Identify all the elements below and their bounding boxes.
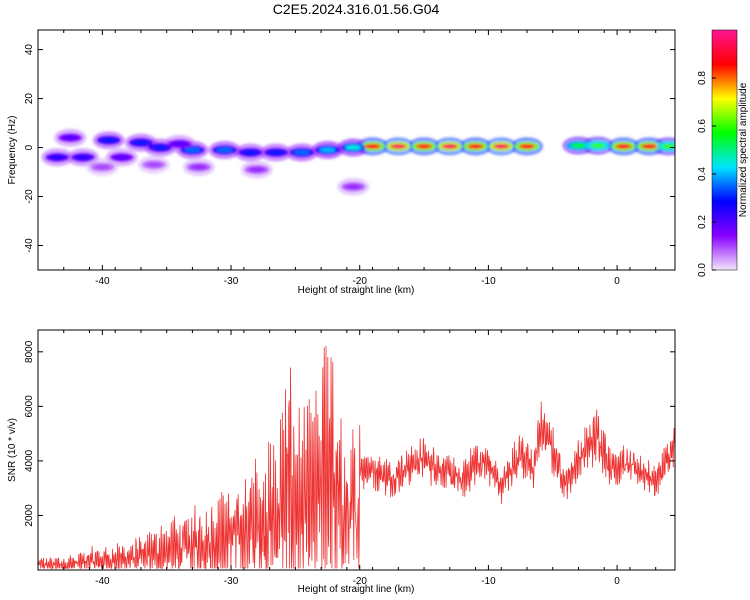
snr-x-axis-label: Height of straight line (km) [298, 584, 415, 595]
y-tick-label: -20 [24, 189, 35, 204]
y-tick-label: 20 [24, 93, 35, 105]
y-tick-label: 6000 [24, 395, 35, 418]
spectrogram-core [75, 154, 92, 160]
x-tick-label: -10 [481, 276, 496, 287]
spectrogram-core [49, 154, 66, 160]
colorbar: 0.0 0.2 0.4 0.6 0.8 Normalized spectral ampl… [697, 29, 749, 277]
y-tick-label: 4000 [24, 449, 35, 472]
spectrogram-y-axis-label: Frequency (Hz) [7, 116, 18, 185]
colorbar-ticks: 0.0 0.2 0.4 0.6 0.8 [697, 71, 716, 277]
x-tick-label: 0 [614, 576, 620, 587]
spectrogram-core [293, 149, 310, 155]
x-tick-label: -10 [481, 576, 496, 587]
snr-frame [37, 329, 676, 571]
spectrogram-core [171, 141, 188, 147]
spectrogram-core [519, 143, 536, 149]
spectrogram-x-ticks: -40 -30 -20 -10 0 [37, 30, 657, 287]
spectrogram-x-axis-label: Height of straight line (km) [298, 285, 415, 296]
spectrogram-core [345, 184, 362, 190]
spectrogram-marks [41, 128, 675, 196]
y-tick-label: 8000 [24, 340, 35, 363]
y-tick-label: -40 [24, 238, 35, 253]
spectrogram-core [113, 154, 130, 160]
spectrogram-core [132, 140, 149, 146]
spectrogram-core [100, 137, 117, 143]
spectrogram-core [190, 164, 207, 170]
colorbar-bar [711, 29, 738, 271]
x-tick-label: -20 [352, 576, 367, 587]
spectrogram-core [345, 145, 362, 151]
spectrogram-core [589, 143, 606, 149]
snr-x-ticks: -40 -30 -20 -10 0 [37, 330, 657, 587]
spectrogram-core [268, 149, 285, 155]
colorbar-label: Normalized spectral amplitude [738, 82, 749, 217]
spectrogram-y-ticks: -40 -20 0 20 40 [24, 44, 675, 253]
spectrogram-core [390, 143, 407, 149]
spectrogram-core [416, 143, 433, 149]
spectrogram-core [184, 147, 201, 153]
snr-y-ticks: 2000 4000 6000 8000 [24, 340, 675, 527]
x-tick-label: -30 [224, 276, 239, 287]
colorbar-tick-label: 0.4 [697, 167, 708, 181]
spectrogram-core [467, 143, 484, 149]
colorbar-tick-label: 0.8 [697, 71, 708, 85]
spectrogram-core [94, 164, 111, 170]
snr-y-axis-label: SNR (10 * v/v) [7, 418, 18, 482]
colorbar-tick-label: 0.0 [697, 263, 708, 277]
y-tick-label: 2000 [24, 504, 35, 527]
spectrogram-core [660, 143, 675, 149]
spectrogram-core [441, 143, 458, 149]
colorbar-tick-label: 0.2 [697, 215, 708, 229]
colorbar-tick-label: 0.6 [697, 119, 708, 133]
spectrogram-core [641, 143, 658, 149]
spectrogram-core [62, 135, 79, 141]
y-tick-label: 0 [24, 144, 35, 150]
snr-panel: -40 -30 -20 -10 0 2000 4000 6000 8000 Height of… [7, 329, 676, 595]
snr-series-line [38, 345, 675, 570]
spectrogram-core [152, 145, 169, 151]
spectrogram-core [615, 143, 632, 149]
x-tick-label: -20 [352, 276, 367, 287]
spectrogram-core [319, 147, 336, 153]
spectrogram-core [242, 149, 259, 155]
spectrogram-core [493, 143, 510, 149]
x-tick-label: -40 [95, 276, 110, 287]
x-tick-label: -40 [95, 576, 110, 587]
y-tick-label: 40 [24, 44, 35, 56]
spectrogram-core [145, 162, 162, 168]
spectrogram-core [248, 167, 265, 173]
spectrogram-panel: -40 -30 -20 -10 0 -40 -20 0 20 40 Height of stra… [7, 29, 676, 296]
spectrogram-frame [37, 29, 676, 271]
spectrogram-core [364, 143, 381, 149]
spectrogram-core [570, 143, 587, 149]
spectrogram-core [216, 147, 233, 153]
x-tick-label: -30 [224, 576, 239, 587]
x-tick-label: 0 [614, 276, 620, 287]
chart-title: C2E5.2024.316.01.56.G04 [273, 1, 440, 17]
